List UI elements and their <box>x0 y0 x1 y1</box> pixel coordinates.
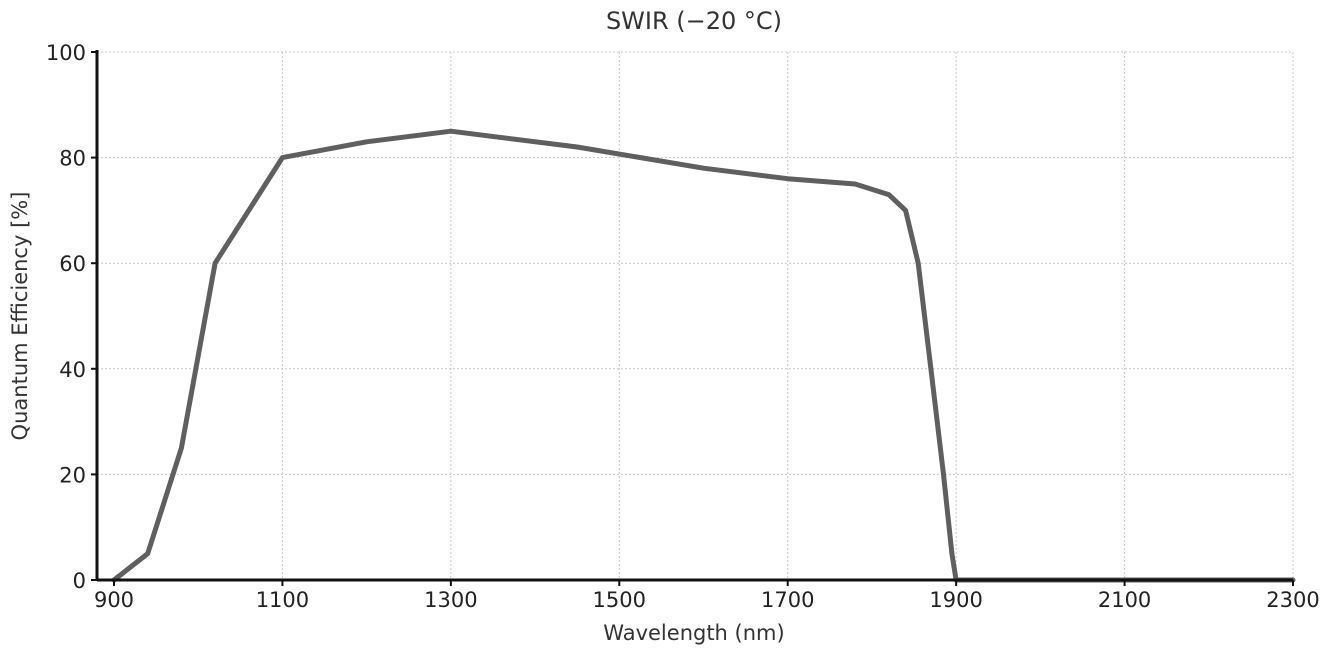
x-tick-label: 1500 <box>593 588 646 612</box>
x-tick-label: 2300 <box>1266 588 1319 612</box>
chart-title: SWIR (−20 °C) <box>606 7 782 35</box>
y-tick-label: 20 <box>59 463 86 487</box>
x-tick-label: 1900 <box>929 588 982 612</box>
x-ticks: 900 1100 1300 1500 1700 1900 2100 2300 <box>94 580 1320 612</box>
qe-series-line <box>111 128 1296 583</box>
x-tick-label: 1700 <box>761 588 814 612</box>
x-axis-label: Wavelength (nm) <box>603 621 784 645</box>
y-tick-label: 0 <box>73 569 86 593</box>
y-tick-label: 60 <box>59 252 86 276</box>
x-tick-label: 1100 <box>256 588 309 612</box>
x-tick-label: 900 <box>94 588 134 612</box>
y-tick-label: 100 <box>46 41 86 65</box>
y-tick-label: 40 <box>59 358 86 382</box>
x-tick-label: 2100 <box>1098 588 1151 612</box>
y-ticks: 0 20 40 60 80 100 <box>46 41 97 593</box>
series-layer <box>111 128 1296 583</box>
gridlines <box>97 51 1294 580</box>
axes <box>95 50 1293 582</box>
x-tick-label: 1300 <box>424 588 477 612</box>
y-axis-label: Quantum Efficiency [%] <box>8 192 32 441</box>
y-tick-label: 80 <box>59 147 86 171</box>
